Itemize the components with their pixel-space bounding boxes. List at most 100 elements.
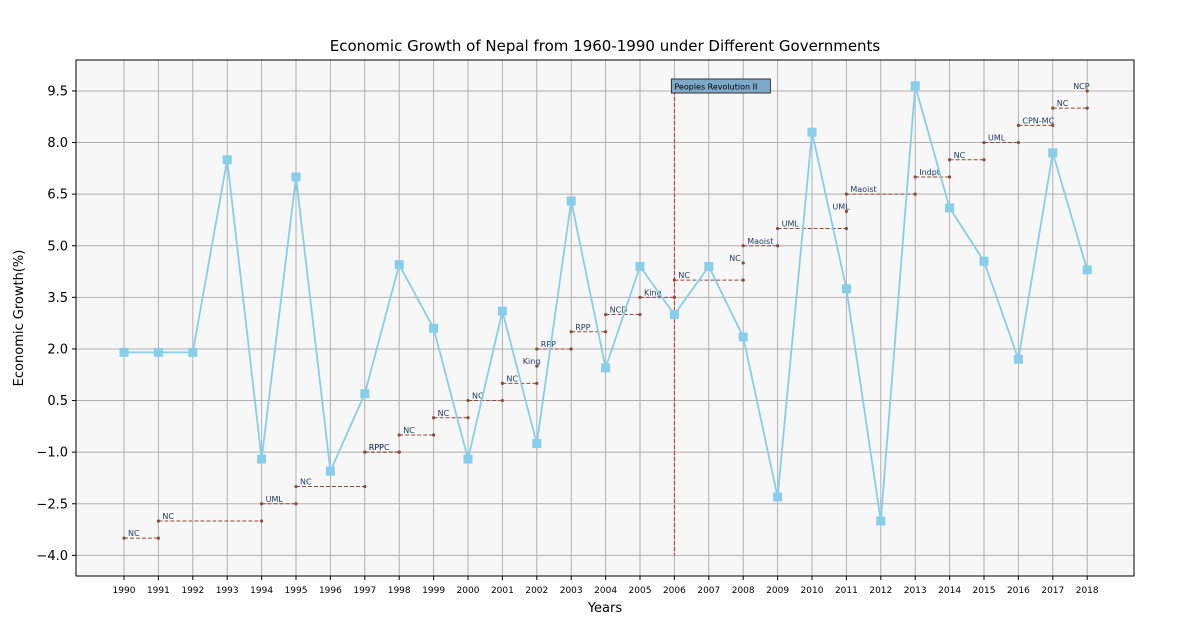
x-tick-label: 1992 — [181, 586, 204, 596]
y-tick-label: −1.0 — [36, 446, 68, 461]
y-tick-label: 0.5 — [47, 394, 68, 409]
government-period-end — [535, 381, 539, 385]
government-period-start — [844, 192, 849, 196]
government-period-end — [604, 330, 608, 334]
government-label: UML — [832, 202, 850, 211]
data-point — [635, 261, 645, 271]
x-tick-label: 1995 — [285, 586, 308, 596]
x-axis-label: Years — [587, 601, 623, 616]
government-period-point — [1085, 89, 1089, 93]
data-point — [325, 466, 335, 476]
government-period-point — [741, 261, 745, 265]
y-tick-label: 2.0 — [47, 342, 68, 357]
government-period-start — [982, 140, 986, 145]
data-point — [876, 516, 886, 526]
government-period-start — [535, 347, 539, 351]
government-period-start — [294, 484, 298, 489]
government-period-end — [1016, 140, 1021, 145]
data-point — [532, 439, 542, 449]
plot-frame — [75, 59, 1135, 577]
government-period-start — [913, 175, 917, 179]
government-label: King — [644, 288, 662, 297]
x-tick-label: 1990 — [113, 586, 136, 596]
government-period-start — [397, 433, 401, 437]
data-point — [394, 260, 404, 270]
annotation-text: Peoples Revolution II — [674, 83, 757, 92]
government-label: RPP — [575, 323, 590, 332]
x-tick-label: 1994 — [250, 586, 273, 596]
government-period-end — [776, 244, 780, 248]
government-period-start — [500, 381, 504, 385]
data-point — [119, 347, 129, 357]
plot-area — [76, 60, 1134, 576]
data-point — [704, 261, 714, 271]
government-label: Indpt — [919, 168, 940, 177]
government-label: NCP — [1073, 82, 1090, 91]
data-point — [497, 306, 507, 316]
government-label: Maoist — [850, 185, 876, 194]
government-period-start — [466, 398, 470, 403]
government-period-start — [260, 502, 264, 506]
x-tick-label: 2012 — [869, 586, 892, 596]
government-period-start — [432, 416, 436, 420]
government-label: NC — [954, 151, 966, 160]
government-label: UML — [266, 495, 284, 504]
data-point — [291, 172, 301, 182]
x-tick-label: 2010 — [801, 586, 824, 596]
x-tick-label: 2014 — [938, 586, 961, 596]
data-point — [222, 155, 232, 165]
government-label: NC — [729, 254, 741, 263]
y-axis: −4.0 −2.5 −1.0 0.5 2.0 3.5 5.0 6.5 8.0 9.5 — [36, 84, 76, 564]
government-period-end — [948, 175, 952, 179]
government-period-start — [122, 536, 126, 540]
government-label: NC — [438, 409, 450, 418]
data-point — [1082, 265, 1092, 275]
government-period-end — [294, 502, 298, 506]
y-tick-label: 8.0 — [47, 136, 68, 151]
government-period-start — [363, 450, 367, 454]
government-period-end — [432, 433, 436, 437]
data-point — [979, 256, 989, 266]
data-point — [153, 347, 163, 357]
x-tick-label: 2004 — [594, 586, 617, 596]
government-period-end — [569, 347, 573, 351]
data-point — [738, 332, 748, 342]
x-tick-label: 1996 — [319, 586, 342, 596]
y-tick-label: −2.5 — [36, 497, 68, 512]
government-period-end — [363, 484, 367, 489]
government-period-end — [397, 450, 401, 454]
government-period-start — [156, 519, 160, 523]
y-axis-label: Economic Growth(%) — [12, 250, 27, 387]
x-tick-label: 2018 — [1076, 586, 1099, 596]
data-point — [188, 347, 198, 357]
annotation-box — [670, 78, 771, 94]
data-point — [429, 323, 439, 333]
data-point — [463, 454, 473, 464]
y-tick-label: 5.0 — [47, 239, 68, 254]
x-tick-label: 2009 — [766, 586, 789, 596]
data-point — [773, 492, 783, 502]
x-tick-label: 2017 — [1041, 586, 1064, 596]
x-tick-label: 2006 — [663, 586, 686, 596]
data-point — [1048, 148, 1058, 158]
x-tick-label: 2001 — [491, 586, 514, 596]
data-point — [945, 203, 955, 213]
data-point — [1013, 354, 1023, 364]
government-period-end — [741, 278, 745, 282]
government-period-start — [948, 158, 952, 162]
government-label: NC — [1057, 99, 1069, 108]
x-tick-label: 1991 — [147, 586, 170, 596]
government-label: NC — [472, 392, 484, 401]
x-tick-label: 2002 — [525, 586, 548, 596]
x-tick-label: 2008 — [732, 586, 755, 596]
government-label: NC — [506, 374, 518, 383]
government-label: NC — [128, 529, 140, 538]
government-label: UML — [782, 220, 800, 229]
data-point — [360, 389, 370, 399]
x-tick-label: 1997 — [353, 586, 376, 596]
x-tick-label: 1993 — [216, 586, 239, 596]
government-period-start — [1051, 106, 1055, 110]
government-period-start — [776, 226, 780, 231]
government-period-end — [156, 536, 160, 540]
government-label: CPN-MC — [1022, 116, 1054, 125]
